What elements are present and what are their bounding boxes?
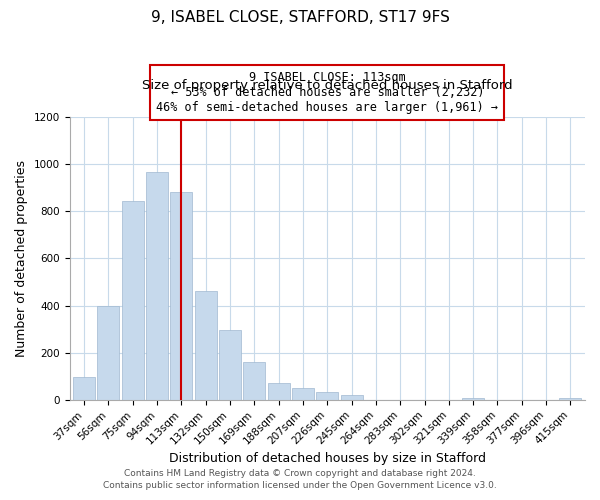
Bar bbox=[195, 292, 217, 400]
Bar bbox=[73, 378, 95, 400]
Bar bbox=[146, 172, 168, 400]
Bar bbox=[244, 362, 265, 400]
Bar bbox=[462, 398, 484, 400]
Bar bbox=[219, 330, 241, 400]
Bar bbox=[268, 384, 290, 400]
Bar bbox=[97, 306, 119, 400]
Text: 9, ISABEL CLOSE, STAFFORD, ST17 9FS: 9, ISABEL CLOSE, STAFFORD, ST17 9FS bbox=[151, 10, 449, 25]
Title: Size of property relative to detached houses in Stafford: Size of property relative to detached ho… bbox=[142, 79, 512, 92]
Bar bbox=[316, 392, 338, 400]
Bar bbox=[559, 398, 581, 400]
Bar bbox=[122, 200, 143, 400]
Bar bbox=[170, 192, 193, 400]
Y-axis label: Number of detached properties: Number of detached properties bbox=[15, 160, 28, 357]
Text: 9 ISABEL CLOSE: 113sqm
← 53% of detached houses are smaller (2,232)
46% of semi-: 9 ISABEL CLOSE: 113sqm ← 53% of detached… bbox=[156, 71, 498, 114]
Bar bbox=[292, 388, 314, 400]
Text: Contains HM Land Registry data © Crown copyright and database right 2024.
Contai: Contains HM Land Registry data © Crown c… bbox=[103, 468, 497, 490]
X-axis label: Distribution of detached houses by size in Stafford: Distribution of detached houses by size … bbox=[169, 452, 486, 465]
Bar bbox=[341, 395, 362, 400]
